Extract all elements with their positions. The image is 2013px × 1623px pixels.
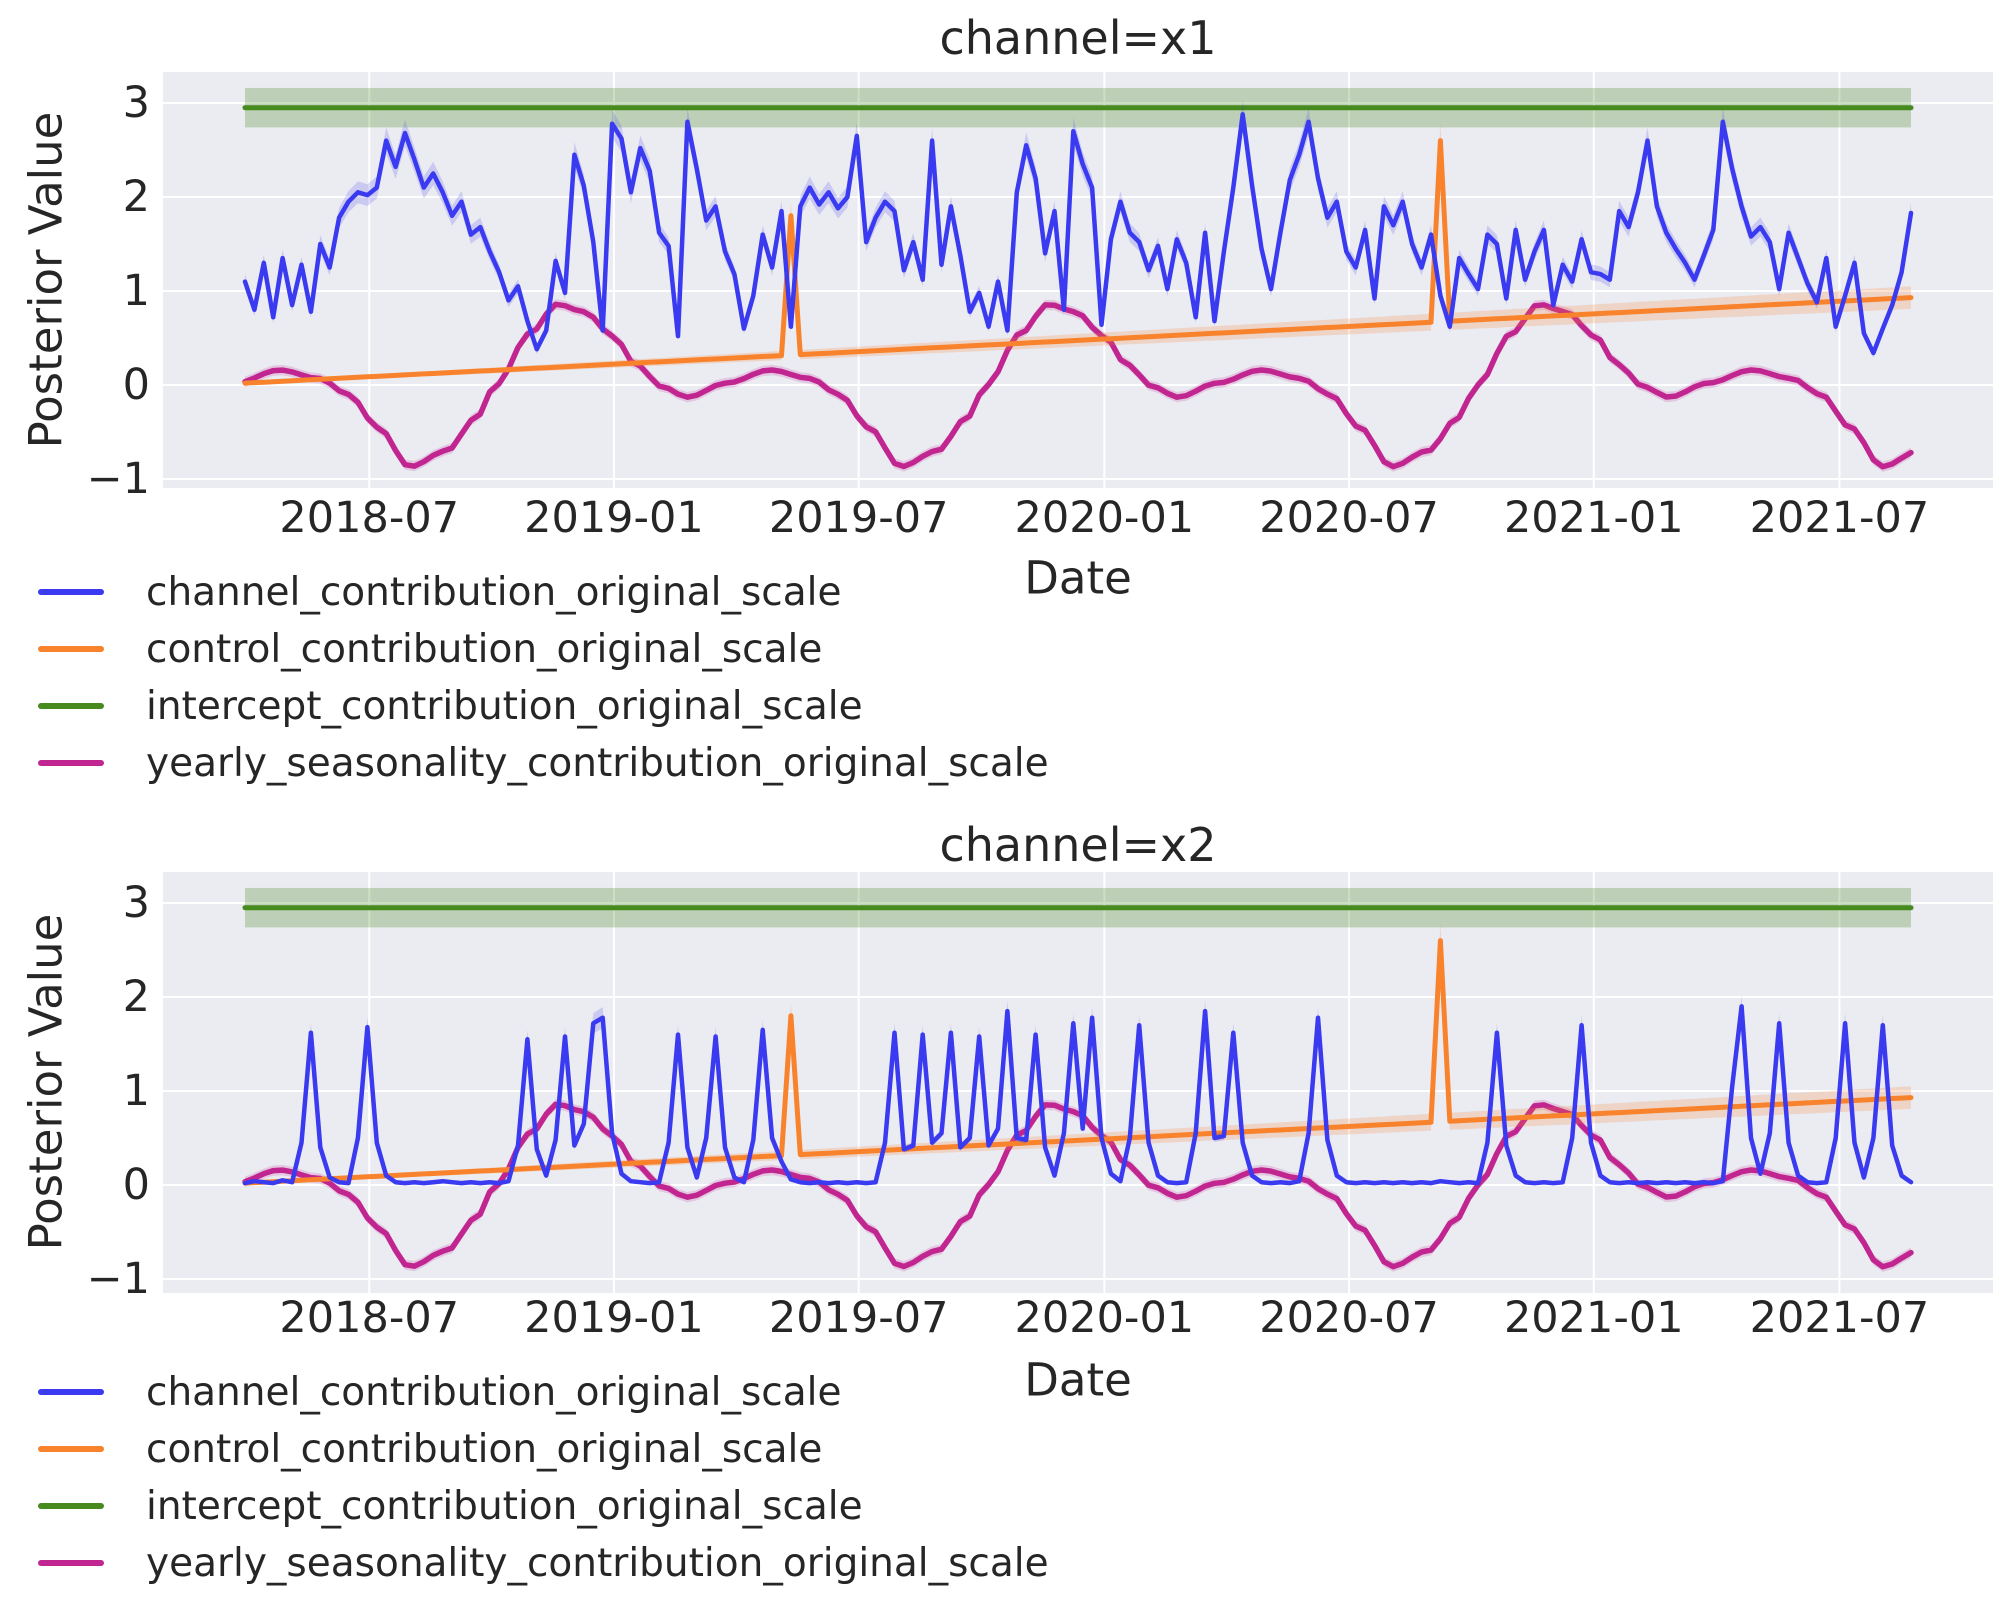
x-tick-label: 2018-07 [279,1293,460,1343]
seasonality-line [242,1101,1914,1270]
intercept-legend-swatch [38,1503,104,1509]
axes-area [163,72,1993,488]
legend-item-intercept: intercept_contribution_original_scale [0,678,863,734]
axes-background [163,72,1993,488]
y-tick-label: 1 [122,266,150,316]
x-tick-label: 2020-01 [1014,493,1195,543]
y-tick-label: −1 [86,454,150,504]
legend-item-channel: channel_contribution_original_scale [0,564,841,620]
legend-item-intercept: intercept_contribution_original_scale [0,1478,863,1534]
channel-line [242,1004,1914,1186]
chart-title: channel=x1 [939,11,1217,65]
x-tick-label: 2019-01 [524,493,704,543]
seasonality-line [242,301,1914,470]
legend-label: control_contribution_original_scale [146,1426,823,1472]
control-line [242,138,1914,386]
x-tick-label: 2019-01 [524,1293,704,1343]
control-legend-swatch [38,646,104,652]
channel-legend-swatch [38,1389,104,1395]
x-axis-label: Date [1024,551,1132,605]
x-tick-label: 2020-07 [1259,493,1439,543]
legend-item-channel: channel_contribution_original_scale [0,1364,841,1420]
legend-label: intercept_contribution_original_scale [146,1483,863,1529]
control-legend-swatch [38,1446,104,1452]
control-line [242,938,1914,1186]
legend-item-seasonality: yearly_seasonality_contribution_original… [0,1535,1049,1591]
axes-area [163,872,1993,1293]
x-tick-label: 2020-07 [1259,1293,1439,1343]
y-tick-label: 3 [122,78,150,128]
y-tick-label: 2 [122,972,150,1022]
legend-label: channel_contribution_original_scale [146,569,842,615]
legend-item-control: control_contribution_original_scale [0,621,822,677]
legend-label: control_contribution_original_scale [146,626,823,672]
legend-label: intercept_contribution_original_scale [146,683,863,729]
x-tick-label: 2020-01 [1014,1293,1195,1343]
x-tick-label: 2018-07 [279,493,460,543]
x-tick-label: 2021-07 [1749,1293,1930,1343]
intercept-legend-swatch [38,703,104,709]
seasonality-legend-swatch [38,1560,104,1566]
x-tick-label: 2019-07 [768,493,949,543]
x-tick-label: 2021-07 [1749,493,1930,543]
legend-item-seasonality: yearly_seasonality_contribution_original… [0,735,1049,791]
plot-area [163,72,1993,488]
y-tick-label: 0 [122,360,150,410]
plot-area [163,872,1993,1293]
legend-label: yearly_seasonality_contribution_original… [146,1540,1049,1586]
x-tick-label: 2019-07 [768,1293,949,1343]
channel-legend-swatch [38,589,104,595]
chart-title: channel=x2 [939,818,1217,872]
y-tick-label: 3 [122,878,150,928]
legend-label: yearly_seasonality_contribution_original… [146,740,1049,786]
x-axis-label: Date [1024,1353,1132,1407]
y-tick-label: 1 [122,1066,150,1116]
legend-item-control: control_contribution_original_scale [0,1421,822,1477]
y-tick-label: −1 [86,1254,150,1304]
x-tick-label: 2021-01 [1503,493,1684,543]
y-tick-label: 2 [122,172,150,222]
channel-line [242,112,1914,356]
x-tick-label: 2021-01 [1503,1293,1684,1343]
legend-label: channel_contribution_original_scale [146,1369,842,1415]
seasonality-legend-swatch [38,760,104,766]
y-tick-label: 0 [122,1160,150,1210]
